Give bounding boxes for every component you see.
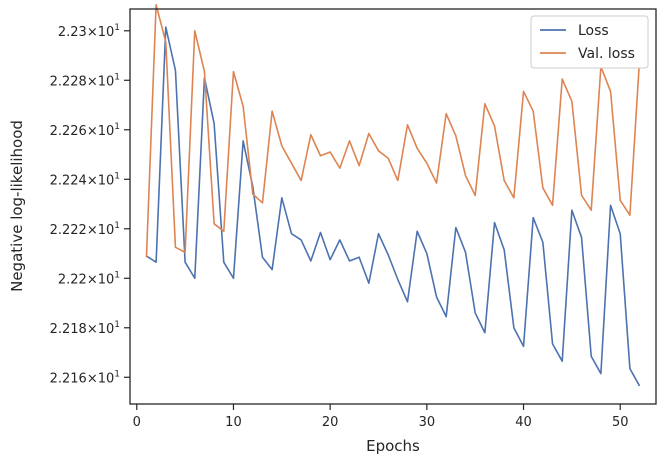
y-axis-ticks: 2.216×101 2.218×101 2.22×101 2.222×101 2.224… — [50, 23, 130, 386]
series-layer — [145, 3, 641, 387]
y-tick-label: 2.218×101 — [50, 320, 120, 337]
legend-label-loss: Loss — [578, 23, 609, 39]
series-line-val-loss — [145, 3, 641, 258]
x-tick-label: 30 — [419, 415, 436, 430]
y-axis-label: Negative log-likelihood — [8, 120, 26, 292]
x-tick-label: 20 — [322, 415, 339, 430]
x-tick-label: 0 — [133, 415, 141, 430]
y-tick-label: 2.23×101 — [58, 23, 120, 40]
series-line-loss — [146, 26, 641, 387]
legend: Loss Val. loss — [530, 15, 649, 69]
legend-box — [530, 15, 649, 69]
x-tick-label: 10 — [225, 415, 242, 430]
x-tick-label: 40 — [515, 415, 532, 430]
x-axis-ticks: 0 10 20 30 40 50 — [133, 404, 629, 430]
plot-area — [130, 9, 656, 404]
plot-frame — [129, 8, 657, 405]
y-tick-label: 2.224×101 — [50, 171, 120, 188]
y-tick-label: 2.216×101 — [50, 369, 120, 386]
y-tick-label: 2.226×101 — [50, 122, 120, 139]
x-axis-label: Epochs — [366, 437, 420, 455]
y-tick-label: 2.228×101 — [50, 72, 120, 89]
y-tick-label: 2.22×101 — [58, 270, 120, 287]
x-tick-label: 50 — [612, 415, 629, 430]
legend-label-val-loss: Val. loss — [578, 46, 635, 62]
y-tick-label: 2.222×101 — [50, 221, 120, 238]
